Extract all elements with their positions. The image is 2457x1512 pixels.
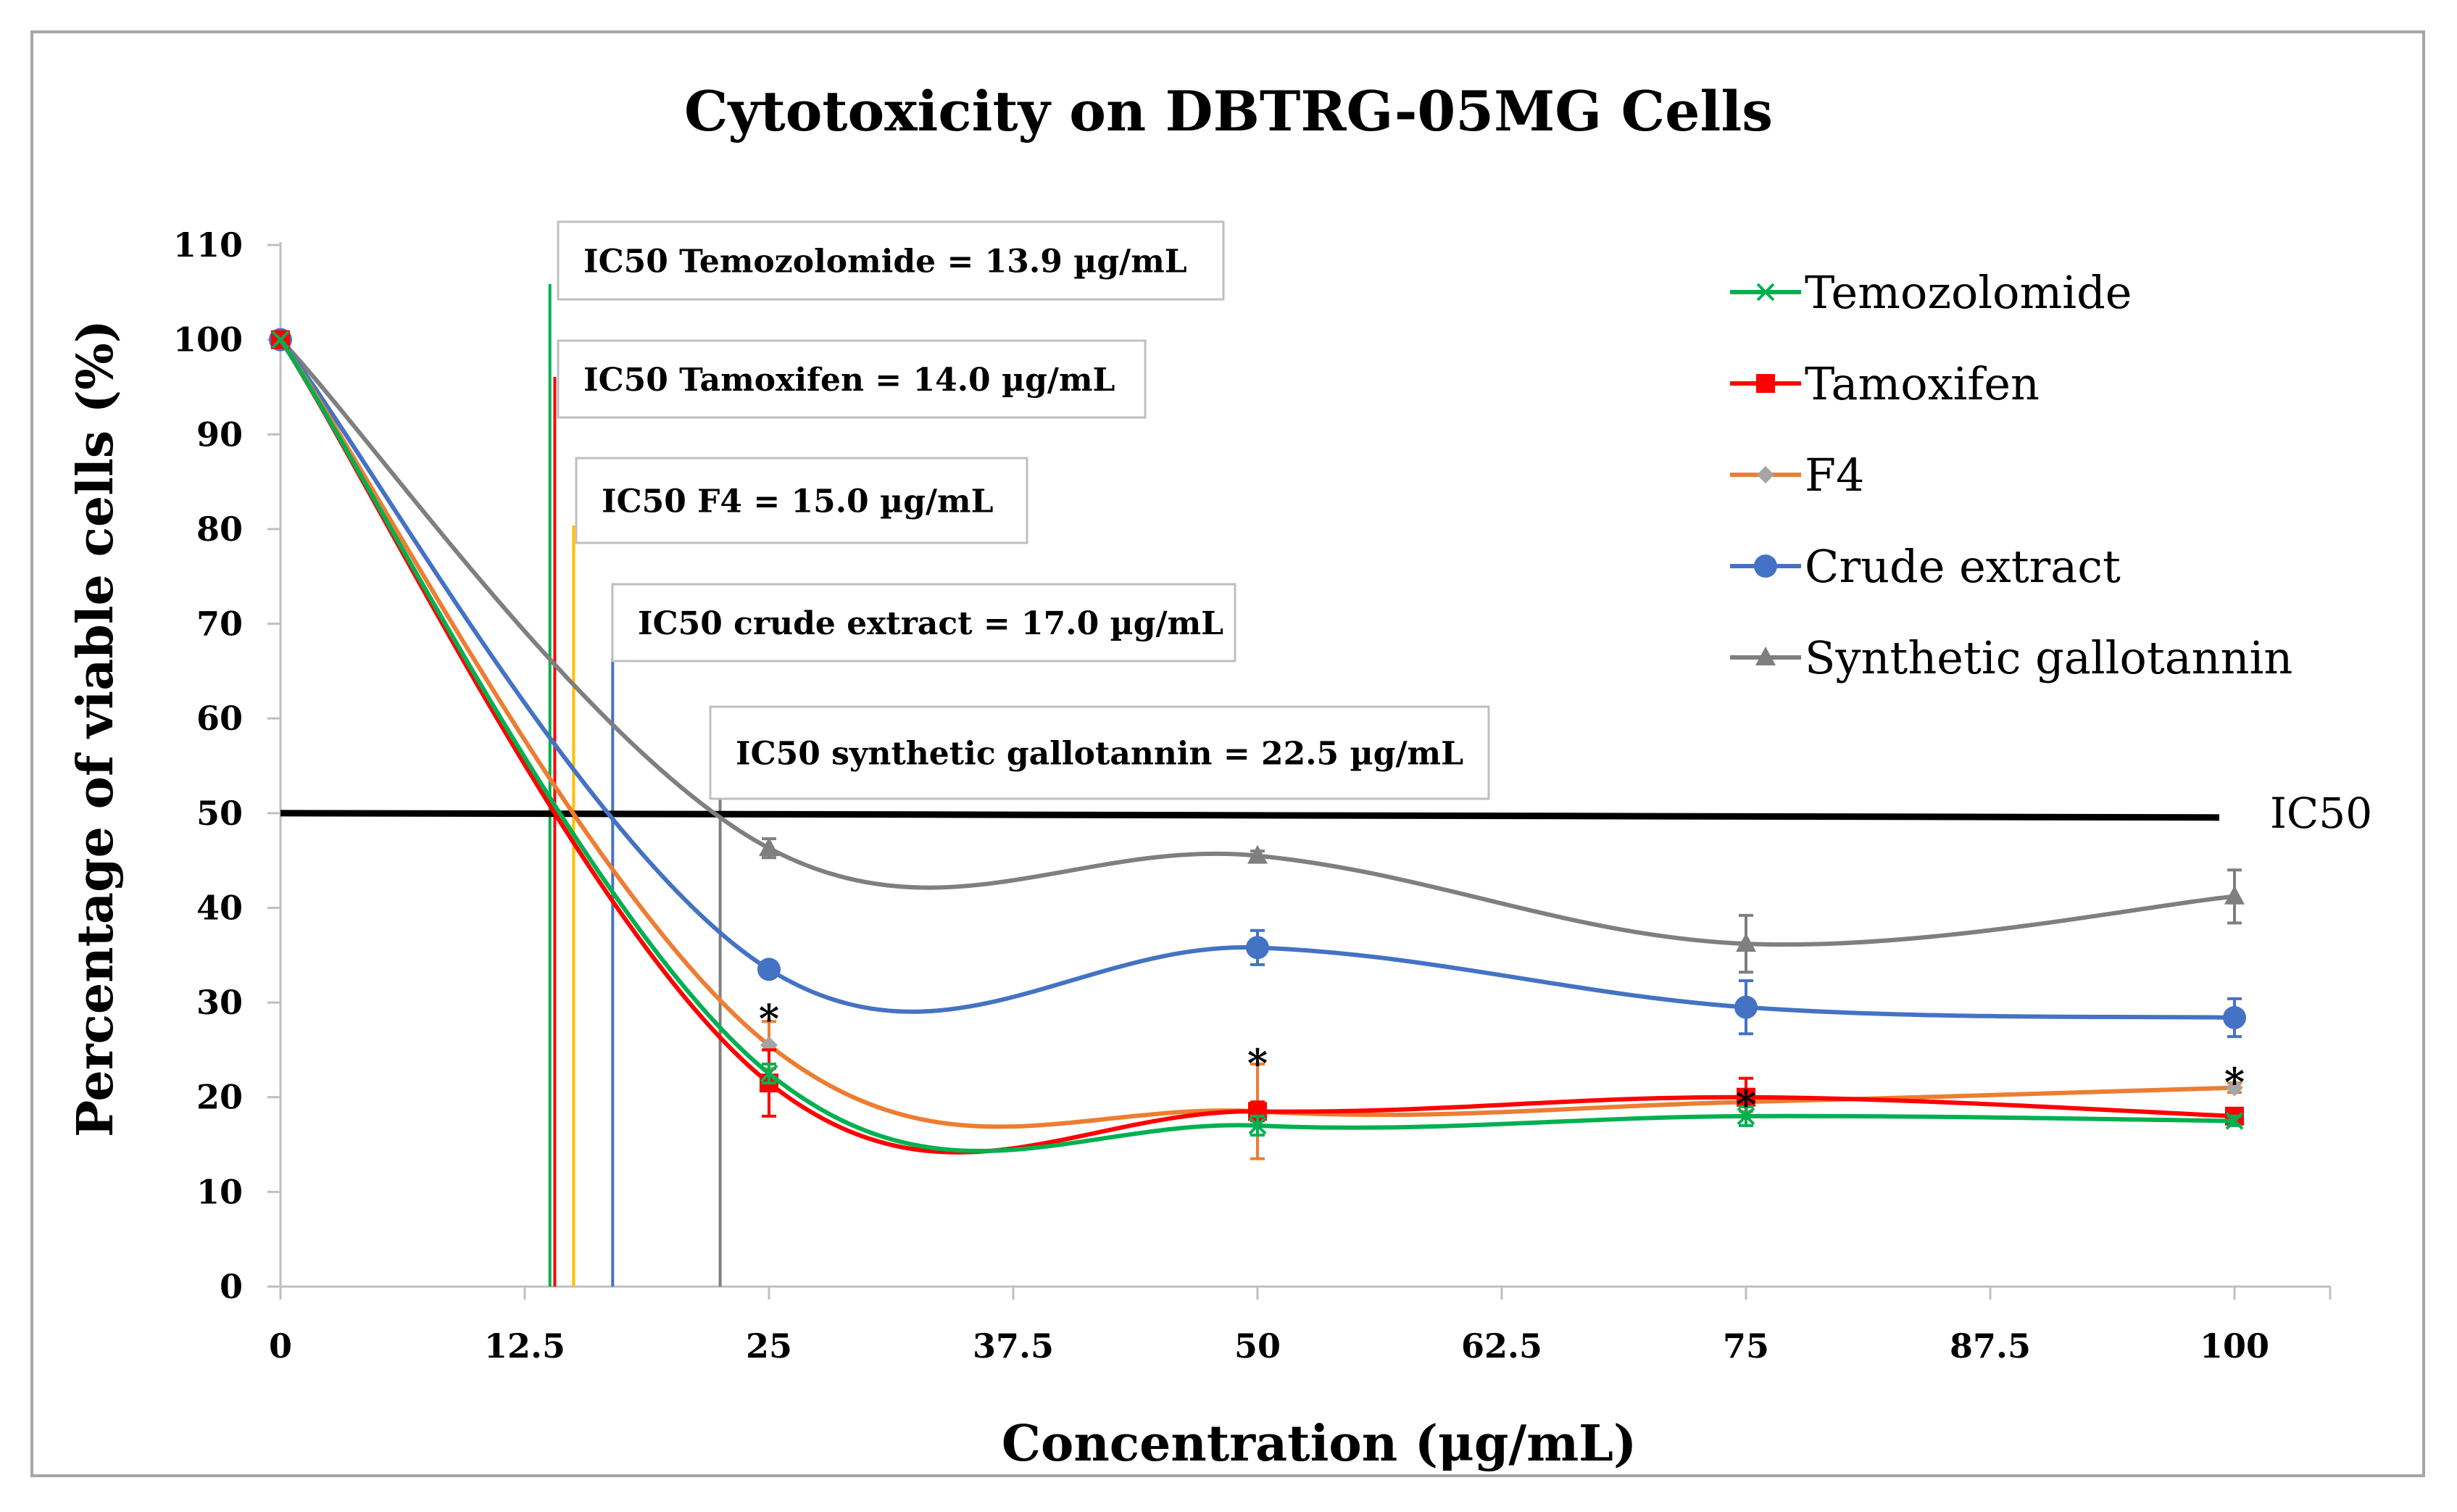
ic50-annotation-box <box>557 220 1225 301</box>
y-tick-label: 30 <box>196 983 243 1022</box>
x-axis-title: Concentration (μg/mL) <box>1002 1415 1637 1473</box>
y-tick-label: 60 <box>196 699 243 738</box>
data-point <box>2225 1111 2244 1130</box>
data-point <box>760 1064 778 1083</box>
series-layer <box>269 328 2246 1160</box>
data-point <box>1248 1116 1267 1135</box>
significance-star: * <box>1736 1081 1756 1127</box>
y-tick-label: 70 <box>196 605 243 644</box>
data-point <box>271 331 290 349</box>
legend-entry: Crude extract <box>1730 540 2121 593</box>
ic50-line-label: IC50 <box>2270 789 2372 838</box>
ic50-annotation-label: IC50 Temozolomide = 13.9 µg/mL <box>583 244 1187 281</box>
legend-label: Tamoxifen <box>1805 357 2040 410</box>
data-point <box>1757 466 1774 483</box>
data-point <box>1736 933 1756 952</box>
data-point <box>2223 1005 2246 1029</box>
data-point <box>1737 1087 1755 1107</box>
x-tick-label: 37.5 <box>973 1326 1054 1366</box>
y-tick-label: 90 <box>196 415 243 454</box>
x-tick-label: 62.5 <box>1461 1326 1542 1366</box>
series-line <box>278 338 2235 1155</box>
y-tick-label: 0 <box>220 1267 243 1306</box>
series-line <box>278 338 2235 947</box>
ic50-annotation-label: IC50 synthetic gallotannin = 22.5 µg/mL <box>736 736 1463 773</box>
data-point <box>1755 647 1776 665</box>
x-tick-label: 12.5 <box>484 1326 565 1366</box>
y-tick-label: 20 <box>196 1078 243 1117</box>
data-point <box>757 958 781 981</box>
ic50-annotation-label: IC50 Tamoxifen = 14.0 µg/mL <box>583 362 1115 399</box>
data-point <box>2226 1079 2243 1097</box>
series-synthetic-gallotannin <box>270 328 2245 974</box>
legend: Temozolomide Tamoxifen F4 Crude extract Synt… <box>1730 266 2292 684</box>
series-temozolomide <box>271 331 2244 1153</box>
legend-entry: Tamoxifen <box>1730 357 2040 410</box>
legend-label: Synthetic gallotannin <box>1805 631 2292 684</box>
ic50-reference-line: IC50 <box>280 789 2372 838</box>
ic50-annotation-label: IC50 F4 = 15.0 µg/mL <box>602 483 994 520</box>
x-tick-label: 0 <box>269 1326 292 1366</box>
data-point <box>1754 554 1777 578</box>
significance-star: * <box>2224 1059 2245 1105</box>
ic50-annotation-box <box>709 705 1490 800</box>
y-tick-label: 80 <box>196 510 243 549</box>
legend-entry: Synthetic gallotannin <box>1730 631 2292 684</box>
data-point <box>759 837 779 857</box>
x-tick-label: 87.5 <box>1950 1326 2031 1366</box>
data-point <box>1247 844 1268 864</box>
data-point <box>2224 885 2245 905</box>
significance-star: * <box>1247 1040 1268 1087</box>
y-axis-title: Percentage of viable cells (%) <box>67 320 125 1137</box>
legend-label: Temozolomide <box>1805 266 2132 319</box>
y-tick-label: 50 <box>196 794 243 833</box>
ic50-annotation-box <box>575 457 1028 544</box>
data-point <box>1246 936 1269 960</box>
data-point <box>1734 995 1758 1019</box>
significance-star: * <box>759 996 779 1042</box>
x-tick-label: 50 <box>1234 1326 1281 1366</box>
x-tick-label: 25 <box>746 1326 792 1366</box>
x-tick-label: 100 <box>2200 1326 2269 1366</box>
chart-title: Cytotoxicity on DBTRG-05MG Cells <box>684 79 1773 144</box>
y-tick-label: 100 <box>173 320 243 360</box>
ic50-annotation-box <box>611 583 1236 662</box>
ic50-markers: IC50 Temozolomide = 13.9 µg/mL IC50 Tamox… <box>548 220 1490 1287</box>
legend-entry: F4 <box>1730 449 1864 502</box>
significance-marks: * * * * <box>759 996 2245 1128</box>
data-point <box>1756 283 1775 302</box>
ic50-annotation-box <box>557 339 1147 419</box>
y-tick-label: 110 <box>173 225 243 265</box>
data-point <box>1756 374 1775 393</box>
data-point <box>1737 1107 1755 1126</box>
y-tick-label: 40 <box>196 888 243 927</box>
ic50-horizontal-line <box>280 810 2220 821</box>
ic50-annotation-label: IC50 crude extract = 17.0 µg/mL <box>638 605 1223 642</box>
legend-label: F4 <box>1805 449 1864 502</box>
series-line <box>278 338 2235 1020</box>
series-line <box>278 338 2235 1153</box>
legend-label: Crude extract <box>1805 540 2121 593</box>
legend-entry: Temozolomide <box>1730 266 2132 319</box>
axes: 0 10 20 30 40 50 60 70 80 90 100 110 0 12.5 25 37.5 50 62… <box>173 225 2332 1366</box>
x-tick-label: 75 <box>1723 1326 1769 1366</box>
y-tick-label: 10 <box>196 1172 243 1211</box>
